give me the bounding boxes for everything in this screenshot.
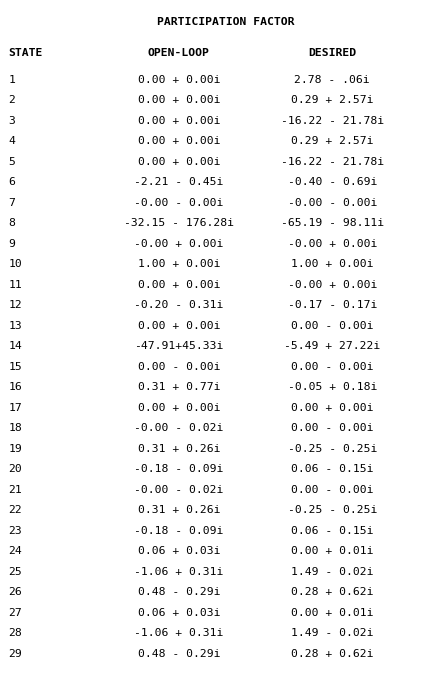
Text: 14: 14 xyxy=(9,341,22,351)
Text: OPEN-LOOP: OPEN-LOOP xyxy=(148,48,210,58)
Text: 7: 7 xyxy=(9,198,15,207)
Text: 15: 15 xyxy=(9,361,22,372)
Text: 0.28 + 0.62i: 0.28 + 0.62i xyxy=(291,649,374,659)
Text: 1.00 + 0.00i: 1.00 + 0.00i xyxy=(138,259,220,269)
Text: 0.28 + 0.62i: 0.28 + 0.62i xyxy=(291,587,374,597)
Text: -0.18 - 0.09i: -0.18 - 0.09i xyxy=(134,464,224,474)
Text: STATE: STATE xyxy=(9,48,43,58)
Text: 0.00 + 0.00i: 0.00 + 0.00i xyxy=(138,321,220,330)
Text: 0.00 - 0.00i: 0.00 - 0.00i xyxy=(291,361,374,372)
Text: 4: 4 xyxy=(9,136,15,146)
Text: 21: 21 xyxy=(9,485,22,495)
Text: -47.91+45.33i: -47.91+45.33i xyxy=(134,341,224,351)
Text: 0.00 + 0.00i: 0.00 + 0.00i xyxy=(138,157,220,167)
Text: 16: 16 xyxy=(9,382,22,392)
Text: -0.17 - 0.17i: -0.17 - 0.17i xyxy=(288,300,377,310)
Text: 0.31 + 0.26i: 0.31 + 0.26i xyxy=(138,444,220,453)
Text: 0.00 + 0.00i: 0.00 + 0.00i xyxy=(138,403,220,413)
Text: 0.00 + 0.01i: 0.00 + 0.01i xyxy=(291,608,374,618)
Text: -0.00 - 0.00i: -0.00 - 0.00i xyxy=(134,198,224,207)
Text: 3: 3 xyxy=(9,115,15,126)
Text: 1.49 - 0.02i: 1.49 - 0.02i xyxy=(291,567,374,577)
Text: 0.06 + 0.03i: 0.06 + 0.03i xyxy=(138,546,220,556)
Text: 0.00 - 0.00i: 0.00 - 0.00i xyxy=(291,321,374,330)
Text: 26: 26 xyxy=(9,587,22,597)
Text: 27: 27 xyxy=(9,608,22,618)
Text: 0.00 + 0.00i: 0.00 + 0.00i xyxy=(291,403,374,413)
Text: 0.48 - 0.29i: 0.48 - 0.29i xyxy=(138,587,220,597)
Text: -0.00 + 0.00i: -0.00 + 0.00i xyxy=(134,238,224,249)
Text: 5: 5 xyxy=(9,157,15,167)
Text: -1.06 + 0.31i: -1.06 + 0.31i xyxy=(134,629,224,638)
Text: 20: 20 xyxy=(9,464,22,474)
Text: -0.25 - 0.25i: -0.25 - 0.25i xyxy=(288,444,377,453)
Text: -32.15 - 176.28i: -32.15 - 176.28i xyxy=(124,218,234,228)
Text: 0.00 + 0.00i: 0.00 + 0.00i xyxy=(138,115,220,126)
Text: 9: 9 xyxy=(9,238,15,249)
Text: 12: 12 xyxy=(9,300,22,310)
Text: 0.31 + 0.26i: 0.31 + 0.26i xyxy=(138,505,220,515)
Text: -65.19 - 98.11i: -65.19 - 98.11i xyxy=(281,218,384,228)
Text: 6: 6 xyxy=(9,177,15,187)
Text: 28: 28 xyxy=(9,629,22,638)
Text: 0.29 + 2.57i: 0.29 + 2.57i xyxy=(291,136,374,146)
Text: -0.00 - 0.00i: -0.00 - 0.00i xyxy=(288,198,377,207)
Text: 1.00 + 0.00i: 1.00 + 0.00i xyxy=(291,259,374,269)
Text: -16.22 - 21.78i: -16.22 - 21.78i xyxy=(281,115,384,126)
Text: -0.00 + 0.00i: -0.00 + 0.00i xyxy=(288,280,377,290)
Text: 11: 11 xyxy=(9,280,22,290)
Text: -16.22 - 21.78i: -16.22 - 21.78i xyxy=(281,157,384,167)
Text: 0.00 + 0.00i: 0.00 + 0.00i xyxy=(138,136,220,146)
Text: -0.00 + 0.00i: -0.00 + 0.00i xyxy=(288,238,377,249)
Text: 2: 2 xyxy=(9,95,15,105)
Text: 29: 29 xyxy=(9,649,22,659)
Text: 1.49 - 0.02i: 1.49 - 0.02i xyxy=(291,629,374,638)
Text: 0.31 + 0.77i: 0.31 + 0.77i xyxy=(138,382,220,392)
Text: 8: 8 xyxy=(9,218,15,228)
Text: 0.06 - 0.15i: 0.06 - 0.15i xyxy=(291,526,374,536)
Text: 10: 10 xyxy=(9,259,22,269)
Text: -0.20 - 0.31i: -0.20 - 0.31i xyxy=(134,300,224,310)
Text: -1.06 + 0.31i: -1.06 + 0.31i xyxy=(134,567,224,577)
Text: 25: 25 xyxy=(9,567,22,577)
Text: 0.00 - 0.00i: 0.00 - 0.00i xyxy=(291,423,374,433)
Text: 0.00 - 0.00i: 0.00 - 0.00i xyxy=(291,485,374,495)
Text: -0.00 - 0.02i: -0.00 - 0.02i xyxy=(134,423,224,433)
Text: 0.00 + 0.00i: 0.00 + 0.00i xyxy=(138,75,220,85)
Text: 0.06 + 0.03i: 0.06 + 0.03i xyxy=(138,608,220,618)
Text: -0.25 - 0.25i: -0.25 - 0.25i xyxy=(288,505,377,515)
Text: 0.00 - 0.00i: 0.00 - 0.00i xyxy=(138,361,220,372)
Text: 2.78 - .06i: 2.78 - .06i xyxy=(294,75,370,85)
Text: 17: 17 xyxy=(9,403,22,413)
Text: 0.29 + 2.57i: 0.29 + 2.57i xyxy=(291,95,374,105)
Text: 19: 19 xyxy=(9,444,22,453)
Text: 23: 23 xyxy=(9,526,22,536)
Text: 0.00 + 0.00i: 0.00 + 0.00i xyxy=(138,280,220,290)
Text: -0.05 + 0.18i: -0.05 + 0.18i xyxy=(288,382,377,392)
Text: 0.00 + 0.00i: 0.00 + 0.00i xyxy=(138,95,220,105)
Text: 18: 18 xyxy=(9,423,22,433)
Text: PARTICIPATION FACTOR: PARTICIPATION FACTOR xyxy=(157,17,294,27)
Text: -0.00 - 0.02i: -0.00 - 0.02i xyxy=(134,485,224,495)
Text: DESIRED: DESIRED xyxy=(308,48,356,58)
Text: 24: 24 xyxy=(9,546,22,556)
Text: 13: 13 xyxy=(9,321,22,330)
Text: -5.49 + 27.22i: -5.49 + 27.22i xyxy=(284,341,380,351)
Text: 0.48 - 0.29i: 0.48 - 0.29i xyxy=(138,649,220,659)
Text: -2.21 - 0.45i: -2.21 - 0.45i xyxy=(134,177,224,187)
Text: 22: 22 xyxy=(9,505,22,515)
Text: 0.06 - 0.15i: 0.06 - 0.15i xyxy=(291,464,374,474)
Text: -0.18 - 0.09i: -0.18 - 0.09i xyxy=(134,526,224,536)
Text: -0.40 - 0.69i: -0.40 - 0.69i xyxy=(288,177,377,187)
Text: 1: 1 xyxy=(9,75,15,85)
Text: 0.00 + 0.01i: 0.00 + 0.01i xyxy=(291,546,374,556)
